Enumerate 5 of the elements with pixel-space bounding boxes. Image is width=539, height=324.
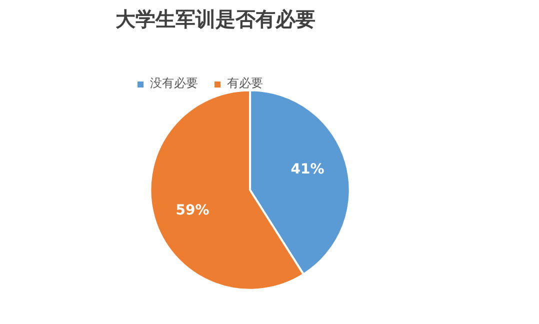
legend-label: 有必要 — [227, 75, 263, 92]
data-label: 59% — [176, 202, 210, 218]
data-label: 41% — [290, 162, 324, 178]
chart-title: 大学生军训是否有必要 — [115, 6, 316, 31]
legend-label: 没有必要 — [150, 75, 198, 92]
